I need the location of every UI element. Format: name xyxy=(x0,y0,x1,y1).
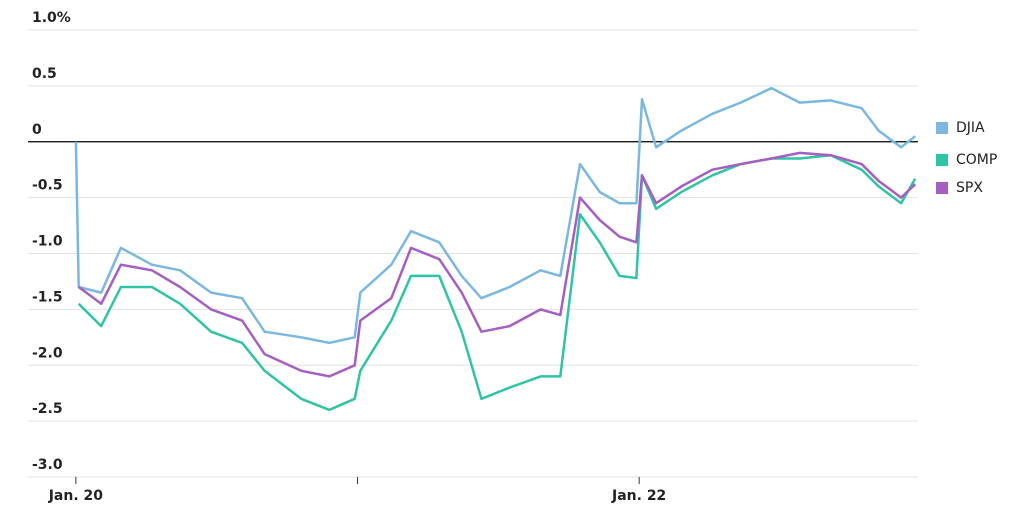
y-tick-label: 0.5 xyxy=(32,66,57,82)
legend-label: SPX xyxy=(956,180,983,196)
y-tick-label: -2.5 xyxy=(32,401,63,417)
legend-swatch xyxy=(936,182,948,194)
y-tick-label: -2.0 xyxy=(32,345,63,361)
line xyxy=(74,86,916,345)
legend-swatch xyxy=(936,154,948,166)
y-tick-label: -1.0 xyxy=(32,234,63,250)
y-tick-label: 1.0% xyxy=(32,10,71,26)
y-tick-label: -1.5 xyxy=(32,289,63,305)
legend-label: COMP xyxy=(956,152,997,168)
y-tick-label: -3.0 xyxy=(32,457,63,473)
legend-label: DJIA xyxy=(956,120,985,136)
legend-swatch xyxy=(936,122,948,134)
y-tick-label: 0 xyxy=(32,122,42,138)
y-tick-label: -0.5 xyxy=(32,178,63,194)
x-tick-label: Jan. 20 xyxy=(48,488,104,504)
line xyxy=(77,151,917,378)
x-tick-label: Jan. 22 xyxy=(611,488,666,504)
line xyxy=(77,153,917,412)
